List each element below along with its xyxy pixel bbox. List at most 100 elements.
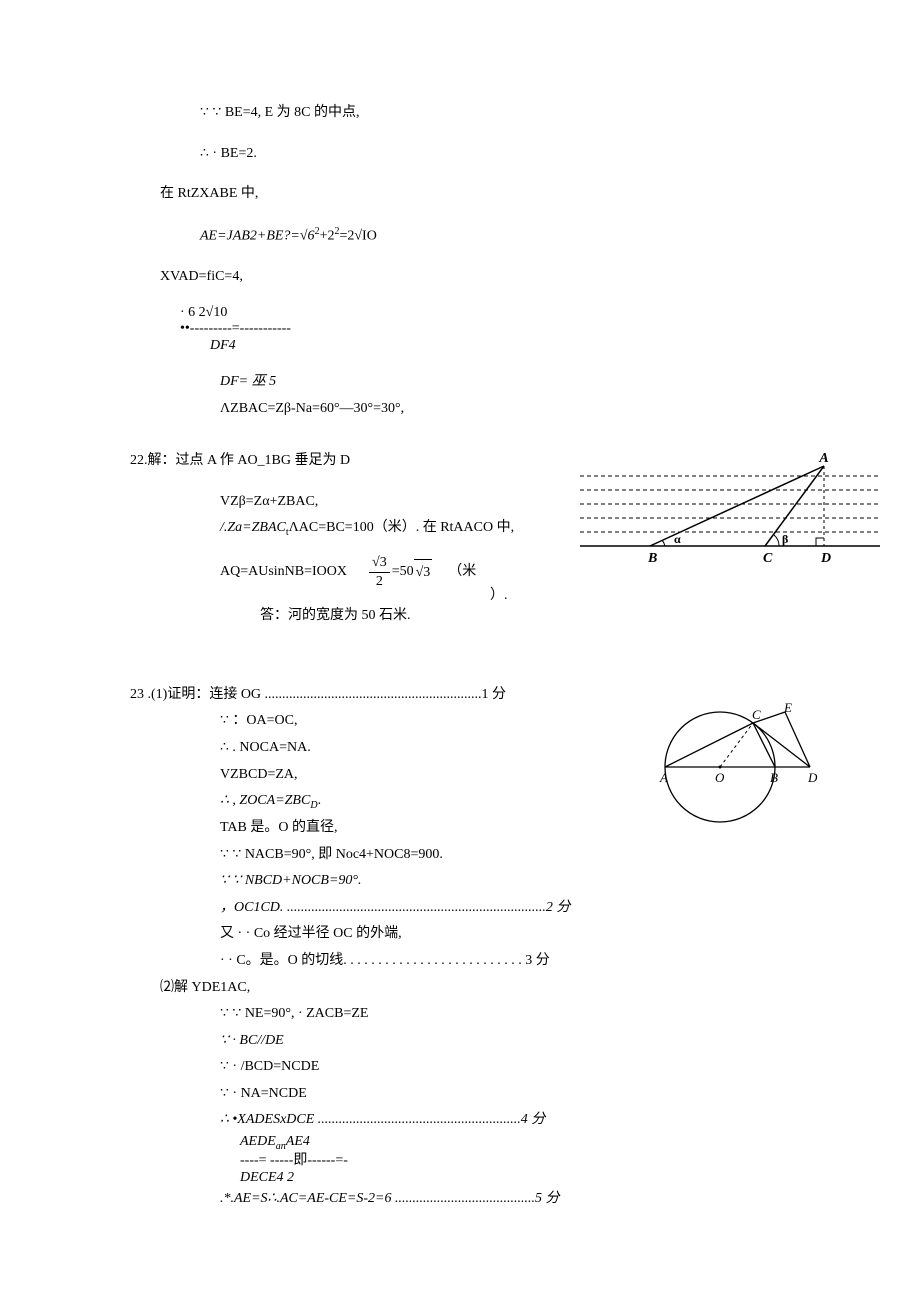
math-line: 答：河的宽度为 50 石米. xyxy=(40,603,580,630)
math-line: AEDEanAE4 xyxy=(40,1134,880,1153)
text: /.Za=ZBAC xyxy=(220,520,286,535)
math-line: VZBCD=ZA, xyxy=(40,762,650,789)
text: 答：河的宽度为 50 石米. xyxy=(260,608,411,623)
math-line: ∴ · BE=2. xyxy=(40,141,880,168)
label-C: C xyxy=(752,707,761,722)
text: ∵ ∵ BE=4, E 为 8C 的中点, xyxy=(200,105,360,120)
text: · · C。是。O 的切线. . . . . . . . . . . . . .… xyxy=(220,953,550,968)
label-O: O xyxy=(715,770,725,785)
text: · 6 2√10 xyxy=(180,305,227,320)
text: =50 xyxy=(392,559,414,586)
page-content: ∵ ∵ BE=4, E 为 8C 的中点, ∴ · BE=2. 在 RtZXAB… xyxy=(40,100,880,1213)
circle-diagram: A O B D C E xyxy=(650,682,880,832)
math-line: ∵ · BC//DE xyxy=(40,1028,880,1055)
label-alpha: α xyxy=(674,532,681,546)
text: ∴ · BE=2. xyxy=(200,146,257,161)
math-line: · 6 2√10 xyxy=(40,305,880,322)
math-line: ∵ ：OA=OC, xyxy=(40,708,650,735)
text: ∴ •XADESxDCE ...........................… xyxy=(220,1112,545,1127)
label-B: B xyxy=(770,770,778,785)
sqrt-overline: √3 xyxy=(414,559,433,587)
text: AQ=AUsinNB=IOOX xyxy=(220,559,347,586)
math-line: ∴ . NOCA=NA. xyxy=(40,735,650,762)
text: DECE4 2 xyxy=(240,1170,294,1185)
river-diagram: A B C D α β xyxy=(580,448,880,578)
text: ∵ · /BCD=NCDE xyxy=(220,1059,319,1074)
math-line: ∴ , ZOCA=ZBCD. xyxy=(40,788,650,815)
math-line: ∵ ∵ NACB=90°, 即 Noc4+NOC8=900. xyxy=(40,842,650,869)
label-A: A xyxy=(659,770,668,785)
math-line: ••---------=----------- xyxy=(40,321,880,338)
math-line: · · C。是。O 的切线. . . . . . . . . . . . . .… xyxy=(40,948,650,975)
math-line: DF4 xyxy=(40,338,880,355)
section-23-text: 23 .(1)证明：连接 OG ........................… xyxy=(40,682,650,975)
problem-heading: 22.解：过点 A 作 AO_1BG 垂足为 D xyxy=(40,448,580,475)
math-line: AE=JAB2+BE?=√62+22=2√IO xyxy=(40,222,880,250)
math-line: ⑵解 YDE1AC, xyxy=(40,975,880,1002)
text: （米 xyxy=(448,559,476,586)
subscript: D xyxy=(310,800,317,811)
text: ∵ ∵ NE=90°, · ZACB=ZE xyxy=(220,1006,368,1021)
math-line: DECE4 2 xyxy=(40,1170,880,1187)
text: ΛZBAC=Zβ-Na=60°—30°=30°, xyxy=(220,401,404,416)
text: ，OC1CD. ................................… xyxy=(220,900,570,915)
text: 在 RtZXABE 中, xyxy=(160,186,258,201)
text: =2√IO xyxy=(339,228,376,243)
label-D: D xyxy=(807,770,818,785)
math-line: ，OC1CD. ................................… xyxy=(40,895,650,922)
text: 23 .(1)证明：连接 OG ........................… xyxy=(130,687,506,702)
text: ∵ ∵ NACB=90°, 即 Noc4+NOC8=900. xyxy=(220,847,443,862)
label-C: C xyxy=(763,551,773,566)
text: XVAD=fiC=4, xyxy=(160,269,243,284)
label-E: E xyxy=(783,702,792,715)
text: VZBCD=ZA, xyxy=(220,767,298,782)
section-23: 23 .(1)证明：连接 OG ........................… xyxy=(40,682,880,975)
math-line: TAB 是。O 的直径, xyxy=(40,815,650,842)
text: 又 · · Co 经过半径 OC 的外端, xyxy=(220,926,402,941)
numerator: √3 xyxy=(369,556,390,573)
math-line: 在 RtZXABE 中, xyxy=(40,181,880,208)
label-B: B xyxy=(647,551,657,566)
text: ∵ ：OA=OC, xyxy=(220,713,297,728)
river-diagram-svg: A B C D α β xyxy=(580,448,880,578)
text: ∴ , ZOCA=ZBC xyxy=(220,793,310,808)
text: AE=JAB2+BE?=√6 xyxy=(200,228,315,243)
text: AE4 xyxy=(286,1134,310,1149)
label-D: D xyxy=(820,551,831,566)
text: . xyxy=(318,793,322,808)
math-line: XVAD=fiC=4, xyxy=(40,264,880,291)
text: +2 xyxy=(320,228,335,243)
math-line: 又 · · Co 经过半径 OC 的外端, xyxy=(40,921,650,948)
problem-heading: 23 .(1)证明：连接 OG ........................… xyxy=(40,682,650,709)
math-line: ----= -----即------=- xyxy=(40,1153,880,1170)
math-line: .*.AE=S∴.AC=AE-CE=S-2=6 ................… xyxy=(40,1186,880,1213)
math-line: ∵ · NA=NCDE xyxy=(40,1081,880,1108)
text: ∴ . NOCA=NA. xyxy=(220,740,311,755)
math-line: ∵ ∵ NBCD+NOCB=90°. xyxy=(40,868,650,895)
denominator: 2 xyxy=(369,573,390,589)
text: √3 xyxy=(416,565,431,580)
text: VZβ=Zα+ZBAC, xyxy=(220,494,318,509)
math-line: /.Za=ZBACtΛAC=BC=100（米）. 在 RtAACO 中, xyxy=(40,515,580,542)
text: .*.AE=S∴.AC=AE-CE=S-2=6 ................… xyxy=(220,1191,560,1206)
section-22-text: 22.解：过点 A 作 AO_1BG 垂足为 D VZβ=Zα+ZBAC, /.… xyxy=(40,448,580,630)
text: DF= 巫 5 xyxy=(220,374,276,389)
fraction: √3 2 xyxy=(369,556,390,589)
section-22: 22.解：过点 A 作 AO_1BG 垂足为 D VZβ=Zα+ZBAC, /.… xyxy=(40,448,880,630)
text: ΛAC=BC=100（米）. 在 RtAACO 中, xyxy=(289,520,514,535)
text: ⑵解 YDE1AC, xyxy=(160,980,250,995)
text: DF4 xyxy=(210,338,236,353)
label-beta: β xyxy=(782,532,788,546)
text: ----= -----即------=- xyxy=(240,1153,348,1168)
circle-diagram-svg: A O B D C E xyxy=(650,702,850,832)
text: AEDE xyxy=(240,1134,276,1149)
math-line: ΛZBAC=Zβ-Na=60°—30°=30°, xyxy=(40,396,880,423)
subscript: an xyxy=(276,1141,286,1152)
text: ∵ ∵ NBCD+NOCB=90°. xyxy=(220,873,361,888)
text: ••---------=----------- xyxy=(180,321,291,336)
label-A: A xyxy=(818,451,828,466)
math-line: VZβ=Zα+ZBAC, xyxy=(40,489,580,516)
math-line: ∵ ∵ NE=90°, · ZACB=ZE xyxy=(40,1001,880,1028)
text: ∵ · BC//DE xyxy=(220,1033,284,1048)
math-line: DF= 巫 5 xyxy=(40,369,880,396)
